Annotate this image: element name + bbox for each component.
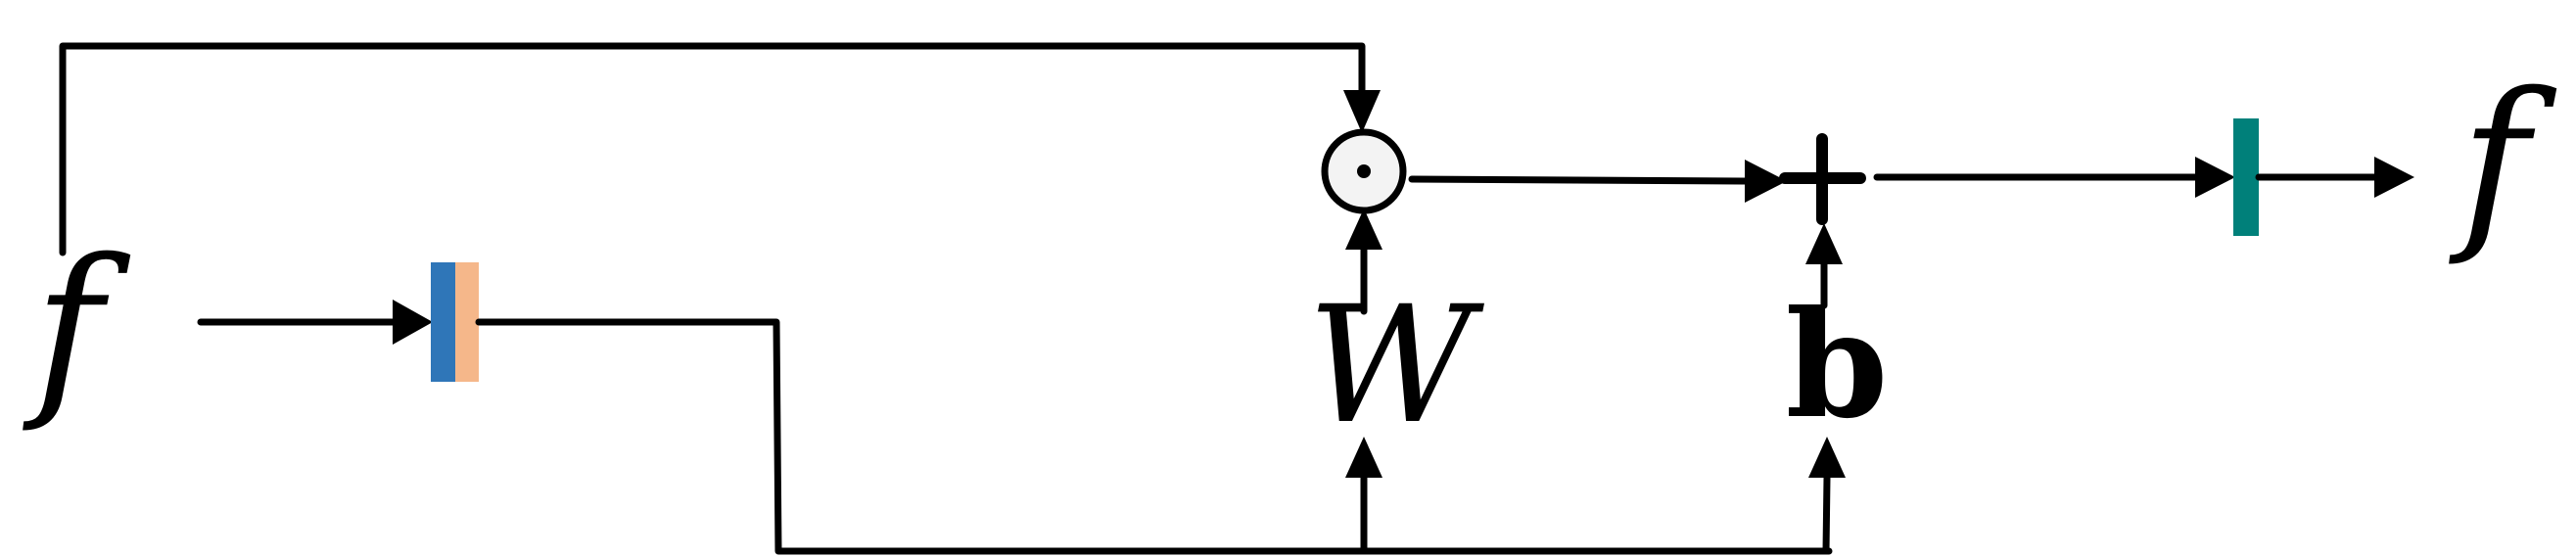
skip-connection-line [59,42,1366,256]
arrow-into-bias [1808,437,1846,478]
bias-symbol: b [1786,279,1889,451]
weight-symbol: W [1307,271,1484,459]
multiply-output-line [1408,175,1752,185]
arrow-into-weight [1345,437,1382,478]
arrow-weight-into-multiply [1345,209,1382,250]
layer-block-left-half [431,262,455,382]
output-layer-block [2233,118,2259,236]
layer-block-right-half [455,262,479,382]
branch-to-bias-line [1822,474,1831,555]
multiply-node [1321,128,1407,214]
layer-output-line [475,318,1833,555]
input-symbol: f [23,219,131,436]
arrow-bias-into-add [1805,223,1843,264]
arrow-into-output-layer [2195,157,2235,198]
add-node [1779,133,1866,225]
input-layer-block [431,262,479,382]
arrow-into-add [1745,160,1787,203]
multiply-node-dot [1357,164,1371,178]
arrow-into-layer [393,300,433,345]
arrow-into-multiply-top [1343,90,1381,133]
output-symbol: f [2449,53,2557,269]
arrow-to-output [2374,157,2414,198]
